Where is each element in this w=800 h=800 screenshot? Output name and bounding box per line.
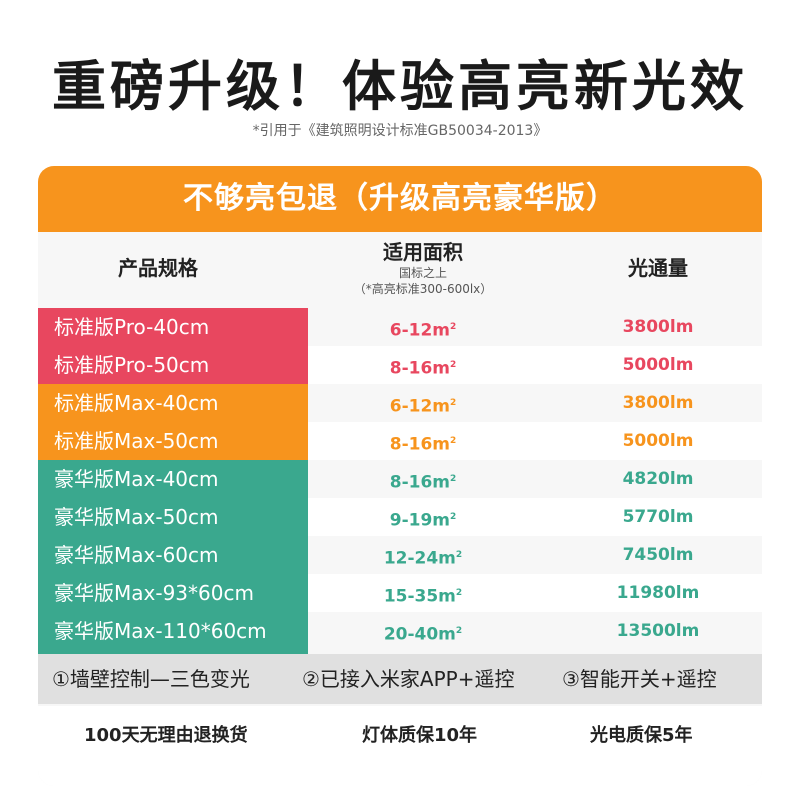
row-lumen: 5770lm (622, 507, 694, 527)
row-spec-name: 豪华版Max-110*60cm (38, 612, 308, 654)
area-header-sub1: 国标之上 (398, 266, 447, 280)
spec-table-card: 不够亮包退（升级高亮豪华版） 产品规格 适用面积 国标之上 （*高亮标准300-… (38, 166, 762, 786)
square-superscript: 2 (450, 360, 457, 370)
row-area: 8-16m2 (338, 460, 508, 498)
row-area: 9-19m2 (338, 498, 508, 536)
table-row: 豪华版Max-110*60cm 20-40m2 13500lm (38, 612, 762, 654)
row-stripe (308, 422, 762, 460)
row-area: 8-16m2 (338, 346, 508, 384)
square-superscript: 2 (450, 322, 457, 332)
table-row: 豪华版Max-93*60cm 15-35m2 11980lm (38, 574, 762, 612)
square-superscript: 2 (455, 588, 463, 598)
row-area: 6-12m2 (338, 384, 508, 422)
row-area-value: 20-40m (383, 624, 456, 645)
area-header-sub2: （*高亮标准300-600lx） (353, 282, 493, 296)
table-row: 标准版Pro-50cm 8-16m2 5000lm (38, 346, 762, 384)
return-banner: 不够亮包退（升级高亮豪华版） (38, 166, 762, 232)
row-lumen: 13500lm (616, 621, 700, 641)
row-spec-name: 豪华版Max-40cm (38, 460, 308, 498)
guarantee-body-warranty: 灯体质保10年 (362, 725, 478, 746)
area-header-label: 适用面积 (383, 240, 463, 264)
table-row: 标准版Max-40cm 6-12m2 3800lm (38, 384, 762, 422)
row-area-value: 8-16m (389, 472, 450, 493)
row-lumen: 7450lm (622, 545, 694, 565)
square-superscript: 2 (455, 626, 463, 636)
row-area-value: 9-19m (389, 510, 450, 531)
row-lumen: 5000lm (622, 431, 694, 451)
square-superscript: 2 (450, 398, 457, 408)
row-area: 12-24m2 (338, 536, 508, 574)
row-spec-name: 标准版Pro-40cm (38, 308, 308, 346)
feature-mijia-app: ②已接入米家APP+遥控 (302, 667, 515, 691)
row-lumen: 11980lm (616, 583, 700, 603)
row-spec-name: 豪华版Max-60cm (38, 536, 308, 574)
row-area-value: 6-12m (389, 396, 450, 417)
table-row: 豪华版Max-40cm 8-16m2 4820lm (38, 460, 762, 498)
row-spec-name: 标准版Max-50cm (38, 422, 308, 460)
row-area-value: 8-16m (389, 434, 450, 455)
row-area-value: 6-12m (389, 320, 450, 341)
table-header: 产品规格 适用面积 国标之上 （*高亮标准300-600lx） 光通量 (38, 232, 762, 308)
guarantees-bar: 100天无理由退换货 灯体质保10年 光电质保5年 (38, 706, 762, 786)
row-area-value: 12-24m (383, 548, 456, 569)
row-spec-name: 标准版Pro-50cm (38, 346, 308, 384)
row-stripe (308, 346, 762, 384)
row-spec-name: 标准版Max-40cm (38, 384, 308, 422)
row-area: 8-16m2 (338, 422, 508, 460)
row-stripe (308, 498, 762, 536)
table-row: 豪华版Max-60cm 12-24m2 7450lm (38, 536, 762, 574)
row-area: 20-40m2 (338, 612, 508, 654)
row-lumen: 5000lm (622, 355, 694, 375)
square-superscript: 2 (450, 436, 457, 446)
row-spec-name: 豪华版Max-93*60cm (38, 574, 308, 612)
column-header-lumen: 光通量 (628, 256, 688, 280)
row-area-value: 8-16m (389, 358, 450, 379)
table-row: 标准版Pro-40cm 6-12m2 3800lm (38, 308, 762, 346)
guarantee-return: 100天无理由退换货 (84, 725, 248, 746)
row-spec-name: 豪华版Max-50cm (38, 498, 308, 536)
column-header-area: 适用面积 国标之上 （*高亮标准300-600lx） (338, 236, 508, 297)
standard-note: *引用于《建筑照明设计标准GB50034-2013》 (252, 123, 548, 139)
features-bar: ①墙壁控制—三色变光 ②已接入米家APP+遥控 ③智能开关+遥控 (38, 654, 762, 704)
square-superscript: 2 (450, 474, 457, 484)
guarantee-led-warranty: 光电质保5年 (590, 725, 693, 746)
row-lumen: 3800lm (622, 393, 694, 413)
table-row: 豪华版Max-50cm 9-19m2 5770lm (38, 498, 762, 536)
feature-smart-switch: ③智能开关+遥控 (562, 667, 717, 691)
table-row: 标准版Max-50cm 8-16m2 5000lm (38, 422, 762, 460)
square-superscript: 2 (450, 512, 457, 522)
row-area-value: 15-35m (383, 586, 456, 607)
headline: 重磅升级！体验高亮新光效 (52, 55, 748, 118)
row-area: 15-35m2 (338, 574, 508, 612)
row-area: 6-12m2 (338, 308, 508, 346)
row-lumen: 3800lm (622, 317, 694, 337)
square-superscript: 2 (455, 550, 463, 560)
row-lumen: 4820lm (622, 469, 694, 489)
row-stripe (308, 574, 762, 612)
column-header-spec: 产品规格 (118, 256, 198, 280)
feature-wall-control: ①墙壁控制—三色变光 (52, 667, 250, 691)
